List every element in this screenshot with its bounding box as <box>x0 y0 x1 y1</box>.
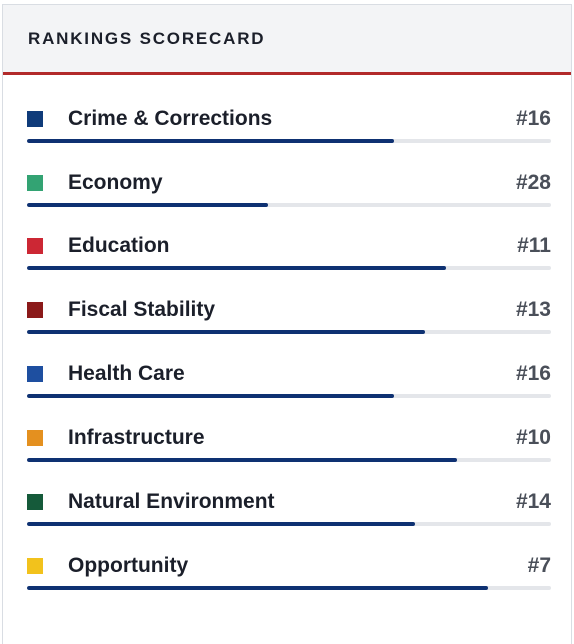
scorecard-title: RANKINGS SCORECARD <box>28 28 266 48</box>
rank-bar-track <box>27 203 551 207</box>
rank-value: #14 <box>515 490 551 513</box>
ranking-row-economy[interactable]: Economy #28 <box>27 169 551 219</box>
rank-bar-fill <box>27 394 394 398</box>
category-color-swatch <box>27 111 43 127</box>
category-color-swatch <box>27 430 43 446</box>
ranking-row-opportunity[interactable]: Opportunity #7 <box>27 552 551 602</box>
category-color-swatch <box>27 175 43 191</box>
category-color-swatch <box>27 366 43 382</box>
scorecard-header: RANKINGS SCORECARD <box>3 5 571 75</box>
category-color-swatch <box>27 238 43 254</box>
rank-bar-track <box>27 139 551 143</box>
ranking-row-crime-corrections[interactable]: Crime & Corrections #16 <box>27 105 551 155</box>
category-color-swatch <box>27 558 43 574</box>
rank-value: #28 <box>515 171 551 194</box>
rank-bar-fill <box>27 266 447 270</box>
rank-value: #10 <box>515 426 551 449</box>
rank-value: #16 <box>515 107 551 130</box>
ranking-row-fiscal-stability[interactable]: Fiscal Stability #13 <box>27 296 551 346</box>
rankings-scorecard: RANKINGS SCORECARD Crime & Corrections #… <box>2 4 572 644</box>
category-label: Economy <box>68 171 163 194</box>
category-label: Crime & Corrections <box>68 107 273 130</box>
ranking-row-education[interactable]: Education #11 <box>27 232 551 282</box>
rank-bar-track <box>27 522 551 526</box>
rank-bar-fill <box>27 458 457 462</box>
ranking-row-natural-environment[interactable]: Natural Environment #14 <box>27 488 551 538</box>
category-label: Opportunity <box>68 554 189 577</box>
category-color-swatch <box>27 302 43 318</box>
rank-value: #13 <box>515 298 551 321</box>
rank-bar-fill <box>27 522 415 526</box>
category-label: Health Care <box>68 362 185 385</box>
rank-value: #7 <box>527 554 551 577</box>
rank-bar-fill <box>27 203 269 207</box>
rank-bar-track <box>27 586 551 590</box>
ranking-row-infrastructure[interactable]: Infrastructure #10 <box>27 424 551 474</box>
rank-bar-fill <box>27 330 426 334</box>
rank-bar-track <box>27 458 551 462</box>
category-color-swatch <box>27 494 43 510</box>
rank-bar-fill <box>27 139 394 143</box>
category-label: Education <box>68 234 170 257</box>
rank-value: #11 <box>517 234 551 257</box>
ranking-row-health-care[interactable]: Health Care #16 <box>27 360 551 410</box>
rank-bar-track <box>27 394 551 398</box>
category-label: Natural Environment <box>68 490 275 513</box>
category-label: Fiscal Stability <box>68 298 216 321</box>
rank-bar-track <box>27 330 551 334</box>
rank-value: #16 <box>515 362 551 385</box>
rank-bar-track <box>27 266 551 270</box>
category-label: Infrastructure <box>68 426 205 449</box>
rank-bar-fill <box>27 586 489 590</box>
